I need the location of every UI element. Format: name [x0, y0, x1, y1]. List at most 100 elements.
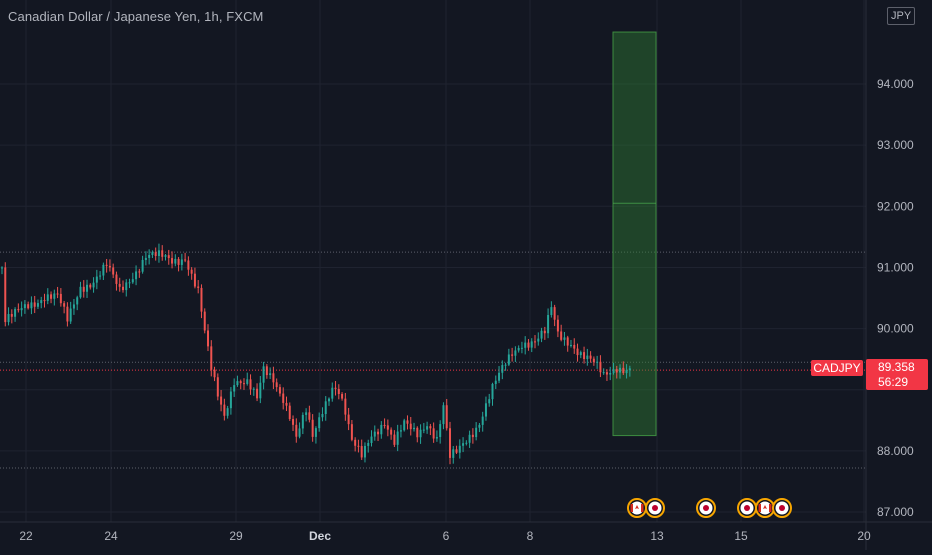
- candle-body: [363, 445, 366, 458]
- candle-body: [566, 337, 569, 346]
- candle-body: [527, 342, 530, 348]
- candle-body: [605, 372, 608, 375]
- candle-body: [164, 255, 167, 257]
- candle-body: [416, 427, 419, 438]
- candle-body: [484, 403, 487, 417]
- candle-body: [328, 398, 330, 402]
- candle-body: [573, 344, 576, 349]
- candle-body: [131, 279, 134, 283]
- candle-body: [272, 373, 275, 383]
- candle-body: [324, 401, 327, 415]
- candle-body: [213, 369, 216, 378]
- time-tick-label: 6: [443, 529, 450, 543]
- candle-body: [504, 364, 507, 366]
- candle-body: [589, 355, 592, 359]
- candle-body: [602, 372, 605, 374]
- candle-body: [197, 286, 200, 288]
- event-flag-canada-icon[interactable]: [755, 498, 775, 518]
- horizontal-levels: [0, 251, 866, 469]
- candle-body: [458, 445, 461, 453]
- candle-body: [314, 428, 317, 437]
- candle-body: [429, 426, 432, 429]
- candle-body: [144, 257, 147, 260]
- candle-body: [406, 420, 409, 424]
- candle-body: [337, 388, 340, 395]
- candle-body: [14, 309, 17, 317]
- candle-body: [373, 431, 376, 437]
- candle-body: [246, 379, 249, 384]
- candle-body: [63, 303, 66, 307]
- candle-body: [184, 259, 187, 261]
- symbol-title: Canadian Dollar / Japanese Yen, 1h, FXCM: [8, 9, 264, 24]
- candle-body: [468, 434, 471, 443]
- candle-body: [442, 405, 445, 425]
- candle-body: [95, 276, 98, 283]
- candle-body: [422, 429, 425, 431]
- candle-body: [36, 303, 39, 307]
- candle-body: [200, 287, 203, 312]
- candle-body: [210, 346, 213, 370]
- candle-body: [23, 304, 26, 309]
- candle-body: [167, 255, 170, 259]
- price-tick-label: 90.000: [877, 322, 914, 336]
- time-tick-label: 8: [527, 529, 534, 543]
- candle-body: [396, 431, 399, 445]
- event-flag-japan-icon[interactable]: [772, 498, 792, 518]
- candle-body: [413, 427, 416, 430]
- candle-body: [514, 350, 517, 356]
- candle-body: [30, 302, 33, 309]
- candle-body: [174, 258, 177, 264]
- candle-body: [141, 259, 144, 272]
- currency-badge[interactable]: JPY: [887, 7, 916, 25]
- event-flag-japan-icon[interactable]: [645, 498, 665, 518]
- price-tick-label: 88.000: [877, 444, 914, 458]
- time-tick-label: 13: [650, 529, 664, 543]
- candle-body: [216, 377, 219, 397]
- candle-body: [292, 419, 295, 425]
- candle-body: [308, 412, 311, 420]
- candle-body: [46, 294, 49, 301]
- candle-body: [59, 293, 62, 304]
- candle-body: [27, 304, 30, 309]
- candle-body: [619, 367, 622, 373]
- candle-body: [612, 369, 615, 374]
- event-flag-japan-icon[interactable]: [737, 498, 757, 518]
- candle-body: [102, 264, 105, 276]
- candle-body: [187, 260, 190, 270]
- candle-body: [105, 264, 108, 266]
- candle-body: [399, 430, 402, 432]
- candle-body: [547, 315, 550, 334]
- candle-body: [344, 398, 347, 415]
- event-flag-japan-icon[interactable]: [696, 498, 716, 518]
- candle-body: [298, 428, 301, 437]
- price-tick-label: 94.000: [877, 77, 914, 91]
- candle-body: [445, 405, 448, 429]
- candle-body: [20, 308, 23, 311]
- candle-body: [494, 380, 497, 384]
- candle-body: [53, 293, 56, 299]
- candle-body: [121, 286, 124, 291]
- candle-body: [220, 396, 223, 405]
- candle-body: [357, 445, 360, 447]
- candle-body: [207, 330, 210, 347]
- candle-body: [4, 267, 7, 323]
- candle-body: [465, 442, 468, 444]
- candle-body: [498, 372, 501, 381]
- candle-body: [507, 354, 510, 365]
- candle-body: [537, 338, 540, 342]
- candle-body: [334, 387, 337, 389]
- candle-body: [360, 446, 363, 458]
- candle-body: [435, 436, 438, 439]
- long-position-zone-box[interactable]: [612, 31, 657, 437]
- candle-body: [511, 354, 514, 356]
- price-tick-label: 93.000: [877, 138, 914, 152]
- candle-body: [10, 314, 13, 317]
- event-flag-canada-icon[interactable]: [627, 498, 647, 518]
- candle-body: [596, 361, 599, 363]
- candle-body: [135, 271, 138, 280]
- candle-body: [86, 284, 89, 292]
- candle-body: [380, 424, 383, 435]
